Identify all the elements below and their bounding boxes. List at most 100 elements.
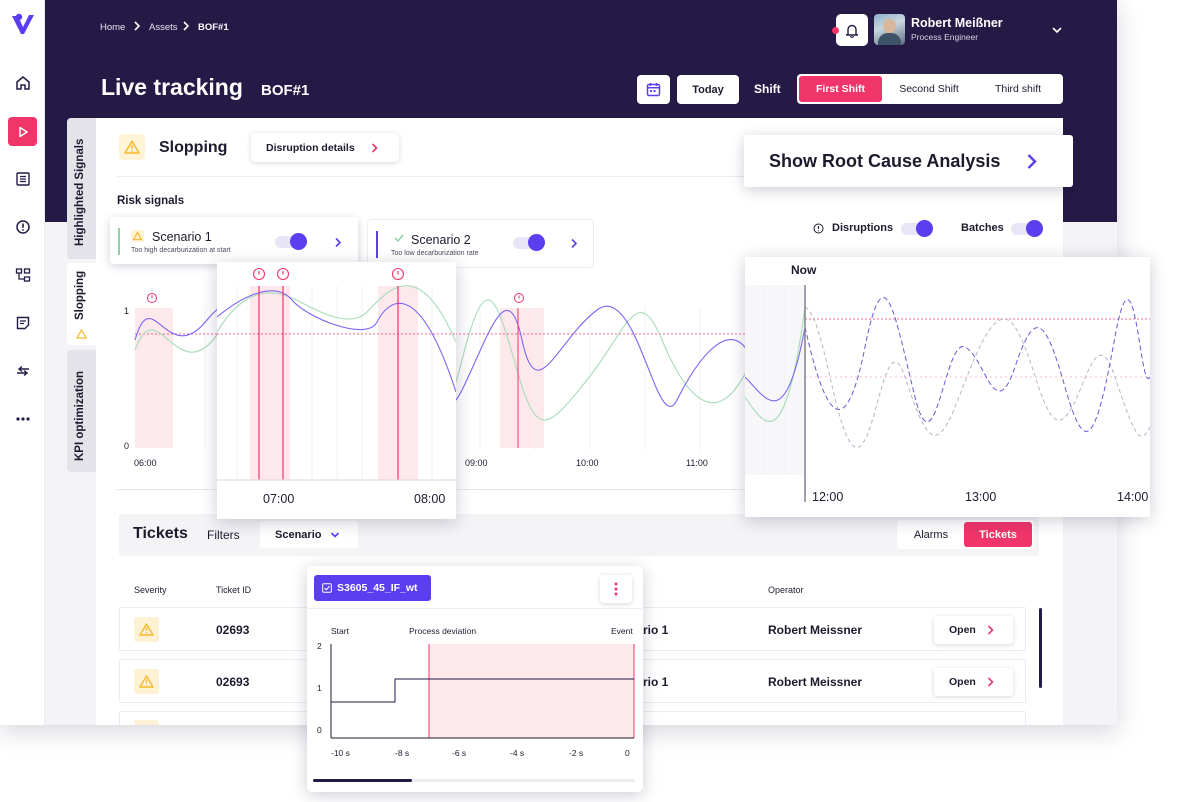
shift-option-third[interactable]: Third shift bbox=[994, 83, 1042, 95]
series-purple-line bbox=[217, 290, 456, 393]
notifications-button[interactable] bbox=[836, 14, 868, 46]
signal-name: S3605_45_IF_wt bbox=[337, 582, 418, 594]
open-ticket-button[interactable]: Open bbox=[934, 668, 1013, 696]
disruption-band bbox=[250, 286, 290, 480]
batches-toggle[interactable] bbox=[1011, 220, 1043, 237]
event-severity-badge bbox=[119, 134, 145, 160]
tab-kpi-optimization[interactable]: KPI optimization bbox=[67, 350, 96, 472]
ticket-operator: Robert Meissner bbox=[768, 623, 863, 637]
scenario-toggle[interactable] bbox=[275, 233, 307, 250]
series-green-line bbox=[217, 285, 456, 343]
sidebar-item-transfer[interactable] bbox=[8, 356, 37, 385]
tab-alarms[interactable]: Alarms bbox=[913, 528, 949, 541]
ticket-id: 02693 bbox=[216, 623, 250, 637]
x-tick-label: -8 s bbox=[395, 748, 409, 758]
tab-highlighted-signals[interactable]: Highlighted Signals bbox=[67, 118, 96, 259]
today-button[interactable]: Today bbox=[677, 75, 739, 104]
signal-chart[interactable]: Start Process deviation Event 2 1 0 -10 … bbox=[307, 620, 643, 760]
chevron-right-icon[interactable] bbox=[570, 238, 578, 249]
table-scrollbar[interactable] bbox=[1039, 608, 1042, 688]
x-tick-label: 08:00 bbox=[414, 492, 445, 506]
column-header-severity[interactable]: Severity bbox=[134, 585, 167, 595]
zoom-chart-left: 07:00 08:00 bbox=[217, 267, 456, 506]
disruption-band bbox=[500, 308, 544, 448]
scenario-subtitle: Too low decarburization rate bbox=[391, 250, 479, 257]
breadcrumb-assets[interactable]: Assets bbox=[149, 22, 178, 33]
breadcrumb-current: BOF#1 bbox=[198, 22, 229, 33]
notification-dot bbox=[832, 27, 839, 34]
disruption-details-button[interactable]: Disruption details bbox=[251, 133, 399, 162]
breadcrumb-home[interactable]: Home bbox=[100, 22, 126, 33]
x-tick-label: 06:00 bbox=[134, 458, 157, 468]
x-tick-label: 10:00 bbox=[576, 458, 599, 468]
shift-option-first[interactable]: First Shift bbox=[799, 76, 882, 102]
batches-label: Batches bbox=[961, 222, 1004, 234]
x-tick-label: -6 s bbox=[452, 748, 466, 758]
sidebar-item-hierarchy[interactable] bbox=[8, 260, 37, 289]
signal-menu-button[interactable] bbox=[600, 575, 632, 603]
chevron-right-icon[interactable] bbox=[334, 237, 342, 248]
open-ticket-button[interactable]: Open bbox=[934, 616, 1013, 644]
root-cause-analysis-button[interactable]: Show Root Cause Analysis bbox=[744, 135, 1073, 187]
forecast-line bbox=[804, 297, 1150, 432]
warning-icon bbox=[76, 329, 87, 339]
scenario-title: Scenario 2 bbox=[411, 233, 471, 247]
sidebar-item-more[interactable] bbox=[8, 404, 37, 433]
brand-logo[interactable] bbox=[10, 12, 36, 38]
x-tick-label: 0 bbox=[625, 748, 630, 758]
scenario-card-1[interactable]: Scenario 1 Too high decarburization at s… bbox=[110, 217, 358, 264]
checkbox-icon bbox=[322, 583, 332, 593]
column-header-operator[interactable]: Operator bbox=[768, 585, 804, 595]
scenario-filter-dropdown[interactable]: Scenario bbox=[260, 521, 358, 548]
sidebar-item-list[interactable] bbox=[8, 164, 37, 193]
user-name: Robert Meißner bbox=[911, 16, 1003, 30]
filters-label: Filters bbox=[207, 528, 240, 542]
sidebar-item-alerts[interactable] bbox=[8, 212, 37, 241]
sidebar-item-home[interactable] bbox=[8, 68, 37, 97]
scenario-card-2[interactable]: Scenario 2 Too low decarburization rate bbox=[368, 220, 593, 267]
button-label: Show Root Cause Analysis bbox=[769, 151, 1001, 171]
chevron-down-icon[interactable] bbox=[1051, 25, 1063, 35]
signal-label-deviation: Process deviation bbox=[409, 626, 476, 636]
warning-icon bbox=[139, 623, 154, 636]
ticket-scenario: rio 1 bbox=[643, 623, 669, 637]
signal-scrollbar-track[interactable] bbox=[313, 779, 635, 782]
deviation-area bbox=[429, 644, 634, 738]
event-title: Slopping bbox=[159, 139, 228, 156]
alert-marker-icon[interactable] bbox=[147, 293, 157, 303]
chevron-right-icon bbox=[183, 21, 190, 31]
scenario-toggle[interactable] bbox=[513, 234, 545, 251]
disruption-band bbox=[135, 308, 173, 448]
alert-marker-icon[interactable] bbox=[276, 267, 290, 281]
shift-label: Shift bbox=[754, 82, 781, 96]
sidebar-item-live[interactable] bbox=[8, 117, 37, 146]
alert-marker-icon[interactable] bbox=[514, 293, 524, 303]
x-tick-label: 09:00 bbox=[465, 458, 488, 468]
disruptions-toggle[interactable] bbox=[901, 220, 933, 237]
shift-option-second[interactable]: Second Shift bbox=[899, 83, 959, 95]
zoom-panel-right[interactable]: Now 12:00 13:00 14:00 bbox=[745, 257, 1150, 517]
tab-slopping[interactable]: Slopping bbox=[67, 263, 96, 345]
warning-icon bbox=[124, 140, 140, 154]
signal-scrollbar-thumb[interactable] bbox=[313, 779, 412, 782]
tab-tickets[interactable]: Tickets bbox=[964, 522, 1032, 547]
sidebar-item-notes[interactable] bbox=[8, 308, 37, 337]
scenario-color-bar bbox=[118, 228, 120, 255]
play-icon bbox=[18, 126, 28, 137]
tab-label: Slopping bbox=[74, 270, 86, 320]
zoom-panel-left[interactable]: 07:00 08:00 bbox=[217, 262, 456, 519]
signal-tag[interactable]: S3605_45_IF_wt bbox=[314, 575, 431, 601]
column-header-ticket-id[interactable]: Ticket ID bbox=[216, 585, 252, 595]
chevron-down-icon bbox=[330, 532, 340, 538]
sidebar bbox=[0, 0, 45, 725]
bell-icon bbox=[845, 24, 859, 38]
calendar-button[interactable] bbox=[637, 75, 670, 104]
avatar[interactable] bbox=[874, 14, 905, 45]
chevron-right-icon bbox=[1027, 154, 1037, 169]
home-icon bbox=[15, 75, 30, 90]
alert-marker-icon[interactable] bbox=[252, 267, 266, 281]
alert-marker-icon[interactable] bbox=[391, 267, 405, 281]
now-label: Now bbox=[791, 263, 817, 277]
hierarchy-icon bbox=[15, 267, 30, 282]
signal-label-start: Start bbox=[331, 626, 350, 636]
